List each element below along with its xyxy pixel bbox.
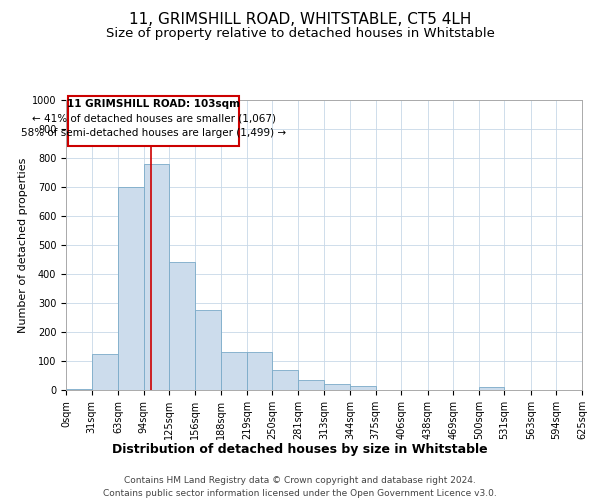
Bar — [479, 387, 505, 390]
Text: 58% of semi-detached houses are larger (1,499) →: 58% of semi-detached houses are larger (… — [21, 128, 286, 138]
Text: 11, GRIMSHILL ROAD, WHITSTABLE, CT5 4LH: 11, GRIMSHILL ROAD, WHITSTABLE, CT5 4LH — [129, 12, 471, 28]
Y-axis label: Number of detached properties: Number of detached properties — [17, 158, 28, 332]
Bar — [221, 352, 247, 390]
Bar — [143, 164, 169, 390]
Bar — [92, 354, 118, 390]
Bar — [169, 262, 195, 390]
Text: Contains HM Land Registry data © Crown copyright and database right 2024.: Contains HM Land Registry data © Crown c… — [124, 476, 476, 485]
Bar — [247, 352, 272, 390]
Bar — [298, 380, 325, 390]
Text: Contains public sector information licensed under the Open Government Licence v3: Contains public sector information licen… — [103, 489, 497, 498]
Text: 11 GRIMSHILL ROAD: 103sqm: 11 GRIMSHILL ROAD: 103sqm — [67, 100, 240, 110]
Text: Distribution of detached houses by size in Whitstable: Distribution of detached houses by size … — [112, 442, 488, 456]
Bar — [66, 388, 92, 390]
Bar — [68, 96, 239, 146]
Text: ← 41% of detached houses are smaller (1,067): ← 41% of detached houses are smaller (1,… — [32, 114, 275, 124]
Bar — [118, 187, 143, 390]
Bar — [325, 384, 350, 390]
Bar — [272, 370, 298, 390]
Bar — [195, 310, 221, 390]
Text: Size of property relative to detached houses in Whitstable: Size of property relative to detached ho… — [106, 28, 494, 40]
Bar — [350, 386, 376, 390]
